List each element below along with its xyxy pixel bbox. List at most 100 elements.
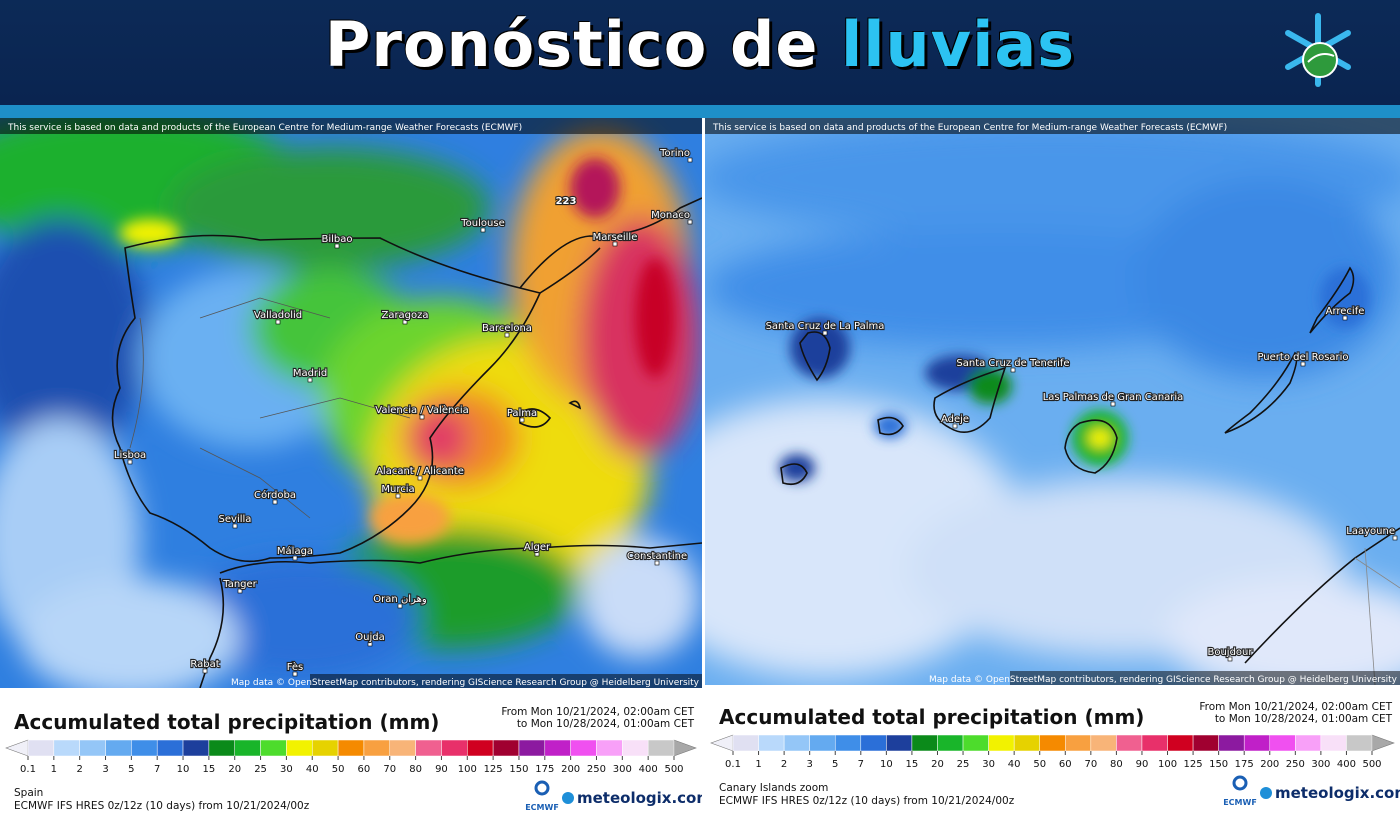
colorbar-cell (1141, 734, 1168, 752)
brand: meteologix.com (577, 789, 702, 807)
colorbar-cell (886, 734, 913, 752)
colorbar-tick-label: 175 (535, 764, 554, 775)
colorbar-tick-label: 80 (1110, 759, 1123, 770)
region: Spain (14, 787, 43, 799)
city-marker (367, 641, 373, 647)
city-label: Santa Cruz de Tenerife (956, 358, 1069, 369)
header-strip (0, 105, 1400, 118)
colorbar-tick-label: 25 (957, 759, 970, 770)
brand-icon (1260, 787, 1272, 799)
max-label: 223 (556, 196, 577, 207)
colorbar-tick-label: 7 (858, 759, 864, 770)
colorbar-tick-label: 175 (1235, 759, 1254, 770)
colorbar-tick-label: 20 (931, 759, 944, 770)
colorbar-tick-label: 50 (332, 764, 345, 775)
colorbar-cell (131, 739, 158, 757)
colorbar-tick-label: 5 (832, 759, 838, 770)
colorbar-tick-label: 125 (484, 764, 503, 775)
colorbar-cell (53, 739, 80, 757)
city-marker (334, 243, 340, 249)
city-label: Barcelona (482, 323, 532, 334)
period-from: From Mon 10/21/2024, 02:00am CET (501, 706, 694, 718)
city-marker (127, 459, 133, 465)
city-marker (1010, 367, 1016, 373)
city-label: Madrid (293, 368, 327, 379)
city-marker (419, 414, 425, 420)
colorbar-cell (1218, 734, 1245, 752)
colorbar-cell (647, 739, 675, 757)
colorbar-tick-label: 2 (781, 759, 787, 770)
legend-canary: Accumulated total precipitation (mm) From… (705, 690, 1400, 817)
legend-svg: Accumulated total precipitation (mm) From… (710, 701, 1400, 807)
city-label: Adeje (941, 414, 969, 425)
colorbar-cell (1192, 734, 1219, 752)
colorbar-cell (1346, 734, 1373, 752)
city-label: Murcia (381, 484, 414, 495)
colorbar-tick-label: 3 (806, 759, 812, 770)
city-marker (402, 319, 408, 325)
colorbar-tick-label: 15 (203, 764, 216, 775)
city-marker (237, 588, 243, 594)
colorbar-cell (783, 734, 810, 752)
colorbar-cell (860, 734, 887, 752)
colorbar-tick-label: 50 (1033, 759, 1046, 770)
colorbar-cell (467, 739, 494, 757)
city-marker (275, 319, 281, 325)
colorbar-cell (622, 739, 649, 757)
colorbar-arrow-right (1371, 734, 1395, 752)
period-to: to Mon 10/28/2024, 01:00am CET (1215, 713, 1393, 725)
colorbar-cell (1013, 734, 1040, 752)
ecmwf-icon (534, 780, 550, 796)
city-marker (1227, 656, 1233, 662)
colorbar-tick-label: 1 (755, 759, 761, 770)
city-marker (307, 377, 313, 383)
colorbar-tick-label: 30 (982, 759, 995, 770)
colorbar-tick-label: 40 (306, 764, 319, 775)
city-label: Tanger (222, 579, 257, 590)
colorbar-arrow-right (673, 739, 697, 757)
colorbar-cell (234, 739, 261, 757)
colorbar-tick-label: 15 (906, 759, 919, 770)
city-marker (1110, 401, 1116, 407)
colorbar-tick-label: 400 (639, 764, 658, 775)
model-info: ECMWF IFS HRES 0z/12z (10 days) from 10/… (14, 800, 310, 812)
legend-spain: Accumulated total precipitation (mm) From… (0, 690, 702, 817)
colorbar-tick-label: 150 (509, 764, 528, 775)
city-marker (1392, 535, 1398, 541)
city-marker (480, 227, 486, 233)
colorbar-tick-label: 20 (228, 764, 241, 775)
colorbar-cell (834, 734, 862, 752)
brand: meteologix.com (1275, 784, 1400, 802)
colorbar-cell (1167, 734, 1194, 752)
colorbar-cell (389, 739, 416, 757)
colorbar-cell (596, 739, 623, 757)
city-marker (1342, 315, 1348, 321)
colorbar-cell (105, 739, 132, 757)
city-label: Córdoba (254, 489, 296, 501)
city-marker (687, 157, 693, 163)
colorbar-cell (937, 734, 964, 752)
legend-svg: Accumulated total precipitation (mm) From… (5, 706, 702, 812)
city-marker (654, 560, 660, 566)
city-marker (952, 423, 958, 429)
colorbar-tick-label: 150 (1209, 759, 1228, 770)
city-label: Marseille (593, 232, 638, 243)
city-label: Valencia / València (375, 404, 468, 416)
city-label: Valladolid (254, 310, 302, 321)
colorbar-cell (988, 734, 1015, 752)
colorbar-cell (311, 739, 339, 757)
colorbar-cell (79, 739, 106, 757)
city-marker (292, 555, 298, 561)
period-from: From Mon 10/21/2024, 02:00am CET (1199, 701, 1392, 713)
ecmwf-icon (1232, 775, 1248, 791)
colorbar-tick-label: 125 (1184, 759, 1203, 770)
city-label: Oujda (355, 632, 384, 643)
colorbar-tick-label: 500 (1362, 759, 1381, 770)
colorbar-tick-label: 100 (1158, 759, 1177, 770)
colorbar-cell (415, 739, 442, 757)
colorbar-cell (1116, 734, 1143, 752)
colorbar-cell (363, 739, 391, 757)
city-marker (272, 499, 278, 505)
colorbar-tick-label: 2 (76, 764, 82, 775)
